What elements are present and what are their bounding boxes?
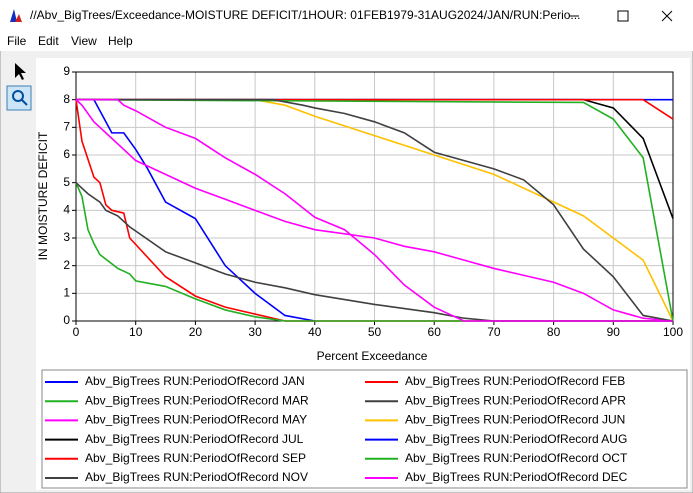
series-line	[76, 98, 315, 322]
legend-label: Abv_BigTrees RUN:PeriodOfRecord APR	[405, 393, 626, 407]
zoom-icon	[12, 90, 24, 102]
legend-label: Abv_BigTrees RUN:PeriodOfRecord DEC	[405, 470, 628, 484]
legend-label: Abv_BigTrees RUN:PeriodOfRecord OCT	[405, 451, 628, 465]
maximize-button[interactable]	[617, 10, 629, 22]
x-tick-label: 50	[368, 325, 382, 339]
legend-label: Abv_BigTrees RUN:PeriodOfRecord JUN	[405, 413, 625, 427]
x-tick-label: 70	[487, 325, 501, 339]
x-tick-label: 10	[129, 325, 143, 339]
series-line	[75, 98, 674, 322]
menu-bar	[0, 31, 693, 51]
y-tick-label: 1	[63, 286, 70, 300]
zoom-tool[interactable]	[6, 85, 32, 111]
y-tick-label: 2	[63, 258, 70, 272]
y-tick-label: 4	[63, 203, 70, 217]
y-tick-label: 9	[63, 64, 70, 78]
y-tick-label: 7	[63, 120, 70, 134]
legend-label: Abv_BigTrees RUN:PeriodOfRecord JUL	[85, 432, 304, 446]
close-button[interactable]	[661, 10, 673, 22]
legend-box	[41, 369, 688, 489]
x-tick-label: 40	[308, 325, 322, 339]
app-icon-part	[15, 14, 22, 22]
legend-label: Abv_BigTrees RUN:PeriodOfRecord MAY	[85, 413, 307, 427]
menu-item[interactable]: File	[7, 34, 27, 48]
x-tick-label: 0	[73, 325, 80, 339]
series-line	[76, 98, 674, 322]
series-line	[75, 182, 673, 322]
menu-item[interactable]: Edit	[38, 34, 59, 48]
y-tick-label: 0	[63, 313, 70, 327]
menu-item[interactable]: Help	[108, 34, 133, 48]
series-line	[75, 99, 673, 322]
app-icon	[10, 9, 17, 22]
window-title: //Abv_BigTrees/Exceedance-MOISTURE DEFIC…	[30, 8, 580, 22]
x-tick-label: 30	[248, 325, 262, 339]
x-tick-label: 60	[428, 325, 442, 339]
y-tick-label: 5	[63, 175, 70, 189]
legend-label: Abv_BigTrees RUN:PeriodOfRecord NOV	[85, 470, 308, 484]
pointer-tool[interactable]	[15, 63, 26, 80]
legend-label: Abv_BigTrees RUN:PeriodOfRecord JAN	[85, 374, 305, 388]
menu-item[interactable]: View	[71, 34, 97, 48]
x-axis-label: Percent Exceedance	[317, 349, 428, 363]
x-tick-label: 20	[189, 325, 203, 339]
y-tick-label: 6	[63, 147, 70, 161]
legend-label: Abv_BigTrees RUN:PeriodOfRecord FEB	[405, 374, 625, 388]
x-tick-label: 100	[663, 325, 683, 339]
x-tick-label: 90	[607, 325, 621, 339]
series-line	[76, 98, 674, 322]
series-line	[75, 99, 674, 322]
x-tick-label: 80	[547, 325, 561, 339]
legend-label: Abv_BigTrees RUN:PeriodOfRecord AUG	[405, 432, 627, 446]
series-line	[76, 98, 673, 322]
y-tick-label: 8	[63, 92, 70, 106]
y-tick-label: 3	[63, 230, 70, 244]
legend-label: Abv_BigTrees RUN:PeriodOfRecord SEP	[85, 451, 306, 465]
legend-label: Abv_BigTrees RUN:PeriodOfRecord MAR	[85, 393, 309, 407]
zoom-icon-handle	[21, 99, 28, 106]
series-line	[75, 182, 673, 322]
y-axis-label: IN MOISTURE DEFICIT	[36, 131, 50, 260]
